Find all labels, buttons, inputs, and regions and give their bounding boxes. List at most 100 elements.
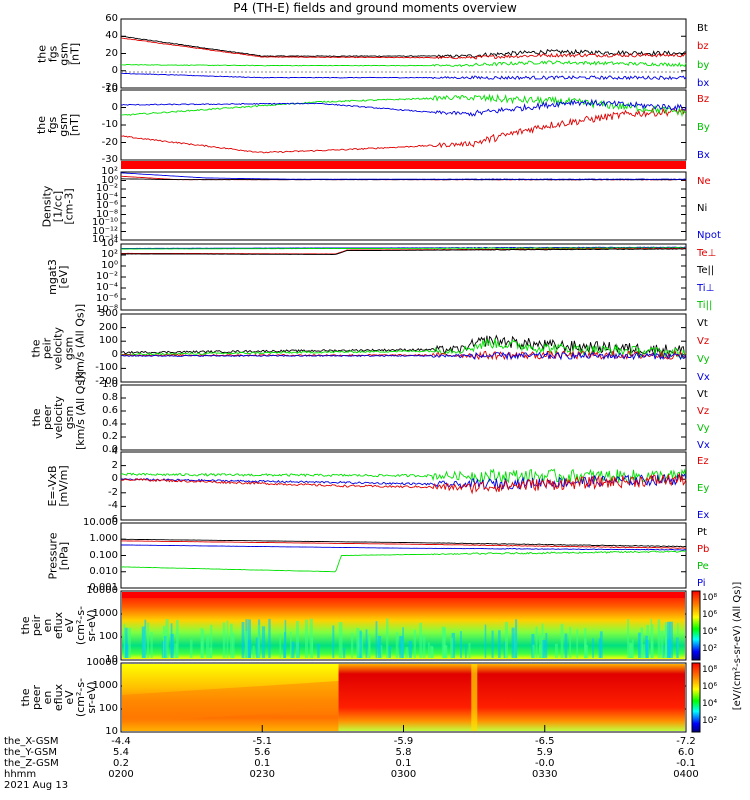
spectrogram-streak [257, 625, 260, 658]
trace-bx [120, 72, 687, 81]
ytick-label: 10 [105, 84, 118, 95]
trace-Ez [120, 473, 687, 495]
spectrogram-streak [465, 644, 467, 658]
spectrogram-streak [252, 645, 255, 658]
ytick-label: 20 [105, 47, 118, 59]
spectrogram-streak [175, 619, 179, 658]
xaxis-value-t: 0400 [673, 769, 699, 780]
spectrogram-streak [206, 635, 210, 658]
ytick-label: 0.6 [102, 405, 118, 416]
spectrogram-streak [503, 641, 506, 658]
xaxis-value-y: 6.0 [678, 747, 694, 758]
spectrogram-streak [399, 636, 403, 658]
xaxis-row-label: the_X-GSM [4, 736, 59, 747]
spectrogram-streak [189, 639, 193, 658]
ylabel-fgs-gsm-2: the fgs gsm [nT] [35, 113, 81, 137]
trace-Pb [121, 540, 687, 549]
spectrogram-streak [560, 623, 564, 658]
trace-Ey [120, 468, 687, 484]
ytick-label: 10⁻⁸ [95, 304, 118, 315]
trace-Tipar [120, 247, 687, 250]
spectrogram-streak [350, 633, 354, 658]
colorbar-label: [eV/(cm²-s-sr-eV) (All Qs)] [732, 581, 743, 711]
spectrogram-streak [576, 629, 579, 658]
xaxis-row-label: hhmm [4, 769, 37, 780]
xaxis-value-t: 0330 [532, 769, 558, 780]
legend-pressure-0: Pt [697, 527, 707, 538]
spectrogram-streak [248, 619, 251, 658]
legend-peer-velocity-0: Vt [697, 389, 708, 400]
spectrogram-streak [598, 638, 601, 658]
ytick-label: 40 [105, 30, 118, 42]
spectrogram-streak [532, 644, 535, 658]
legend-fgs-gsm-2-0: Bz [697, 94, 710, 105]
xaxis-value-z: -0.1 [676, 758, 696, 769]
colorbar-tick: 10⁸ [702, 665, 718, 675]
legend-fgs-gsm-2-1: By [697, 122, 710, 133]
legend-efield-2: Ex [697, 510, 710, 521]
spectrogram-streak [441, 626, 446, 658]
trace-peir-Vt [120, 334, 687, 357]
legend-temperature-0: Te⊥ [697, 248, 717, 259]
trace-peir-Vx [120, 351, 687, 361]
spectrogram-streak [200, 628, 203, 658]
spectrogram-streak [338, 622, 342, 658]
spectrogram-streak [645, 639, 649, 658]
trace-Tpar [121, 246, 687, 249]
ytick-label: 100 [98, 631, 118, 642]
spectrogram-streak [291, 641, 295, 658]
colorbar-tick: 10² [702, 644, 718, 654]
spectrogram-streak [395, 632, 399, 658]
spectrogram-streak [413, 629, 416, 658]
spectrogram-streak [539, 635, 543, 658]
spectrogram-streak [255, 637, 259, 658]
spectrogram-streak [451, 632, 455, 658]
spectrogram-streak [431, 646, 434, 658]
spectrogram-streak [631, 639, 634, 658]
xaxis-value-y: 5.9 [536, 747, 553, 758]
ytick-label: 10⁻⁸ [95, 208, 118, 220]
spectrogram-streak [241, 621, 245, 658]
spectrogram-streak [584, 628, 587, 658]
xaxis-value-y: 5.8 [395, 747, 412, 758]
spectrogram-streak [380, 645, 383, 658]
ytick-label: 10⁻⁴ [95, 282, 118, 293]
spectrogram-streak [226, 620, 229, 658]
ylabel-density: Density [1/cc] [cm-3] [40, 185, 76, 227]
legend-temperature-3: Ti|| [697, 300, 713, 311]
ytick-label: 300 [98, 308, 118, 319]
spectrogram-streak [375, 621, 378, 658]
panel-frame-peir-velocity [120, 313, 687, 383]
ytick-label: 10⁻¹⁰ [91, 217, 118, 228]
colorbar-tick: 10⁶ [702, 682, 718, 692]
ytick-label: 1.0 [102, 379, 118, 390]
spectrogram-streak [504, 621, 509, 658]
spectrogram-streak [460, 631, 462, 658]
spectrogram-streak [468, 642, 471, 658]
spectrogram-peer-streak [471, 664, 478, 731]
spectrogram-streak [569, 627, 572, 658]
spectrogram-streak [230, 623, 233, 658]
ytick-label: 0.8 [102, 392, 118, 403]
spectrogram-peer-late [338, 664, 685, 731]
ylabel-peer-velocity: the peer velocity gsm [km/s (All Qs)] [29, 371, 87, 450]
ytick-label: 0 [111, 64, 118, 76]
ylabel-efield: E=-VxB [mV/m] [46, 465, 70, 507]
spectrogram-streak [304, 619, 309, 658]
ytick-label: 0 [111, 473, 118, 485]
spectrogram-streak [450, 637, 454, 658]
spectrogram-streak [669, 621, 673, 658]
ytick-label: 0.0 [102, 444, 118, 455]
panel-frame-fgs-gsm-2 [120, 89, 687, 161]
trace-by [120, 60, 687, 68]
spectrogram-streak [419, 622, 423, 658]
ytick-label: 10⁴ [101, 238, 118, 249]
spectrogram-streak [222, 622, 226, 658]
spectrogram-streak [676, 637, 679, 658]
spectrogram-streak [309, 618, 313, 658]
ytick-label: 10⁻² [95, 271, 118, 282]
spectrogram-streak [408, 640, 412, 658]
panel-frame-pressure [120, 522, 687, 589]
trace-Bt [120, 35, 687, 59]
colorbar-1 [691, 590, 701, 661]
